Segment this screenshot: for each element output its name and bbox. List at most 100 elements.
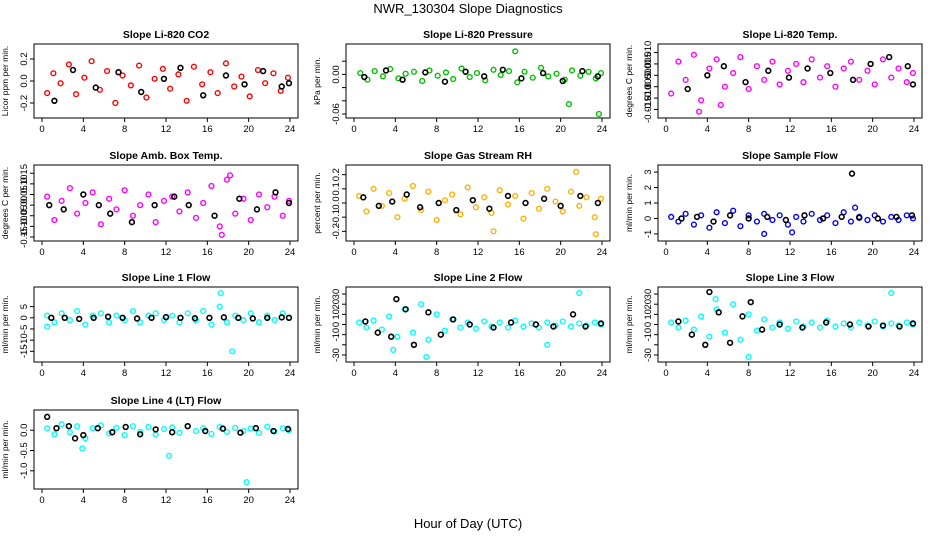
- data-point: [808, 319, 815, 326]
- data-point-black: [399, 76, 406, 83]
- data-point: [737, 336, 744, 343]
- data-point: [713, 56, 720, 63]
- data-point: [520, 323, 527, 330]
- x-tick-label: 20: [555, 247, 566, 258]
- data-point: [378, 202, 386, 209]
- data-point-black: [702, 341, 709, 349]
- x-tick-label: 16: [826, 124, 837, 135]
- data-point: [129, 308, 137, 315]
- data-point: [143, 94, 150, 101]
- data-point: [121, 187, 128, 194]
- data-point: [207, 69, 214, 76]
- data-point: [386, 189, 393, 197]
- data-point: [591, 319, 598, 326]
- data-point: [761, 76, 768, 83]
- data-point-black: [48, 314, 55, 321]
- data-point-black: [122, 423, 129, 431]
- data-point: [565, 100, 573, 108]
- data-point: [824, 63, 831, 70]
- data-point: [410, 68, 418, 75]
- data-point: [151, 75, 158, 82]
- y-tick-label: 30: [331, 289, 342, 300]
- data-point: [682, 210, 689, 217]
- data-point: [127, 82, 134, 89]
- data-point: [247, 216, 254, 224]
- data-point-black: [80, 431, 87, 439]
- data-point-black: [185, 201, 192, 209]
- y-tick-label: 0.05: [19, 185, 30, 204]
- data-point-black: [162, 313, 170, 321]
- data-point: [97, 310, 105, 317]
- data-point: [840, 65, 847, 72]
- data-point: [434, 72, 441, 79]
- y-tick-label: -15: [19, 344, 30, 358]
- y-tick-label: 5: [19, 304, 30, 309]
- data-point: [152, 310, 159, 317]
- data-point: [74, 210, 81, 217]
- data-point: [490, 228, 497, 235]
- data-point: [753, 327, 761, 334]
- data-point: [512, 48, 519, 55]
- data-point-black: [177, 64, 184, 72]
- data-point-black: [264, 314, 271, 321]
- x-tick-label: 4: [81, 495, 86, 506]
- data-point-black: [272, 189, 279, 196]
- data-point: [800, 218, 807, 225]
- data-point-black: [115, 68, 122, 76]
- data-point-black: [490, 324, 497, 331]
- x-tick-label: 4: [705, 247, 710, 258]
- y-axis-label: Licor ppm per min.: [0, 46, 10, 116]
- data-point: [82, 199, 89, 207]
- x-tick-label: 4: [393, 124, 398, 135]
- data-point: [58, 421, 65, 428]
- data-point: [379, 73, 387, 80]
- data-point: [753, 218, 761, 225]
- data-point: [243, 479, 250, 486]
- data-point: [745, 212, 752, 219]
- x-tick-label: 16: [826, 368, 837, 379]
- data-point-black: [739, 313, 746, 320]
- data-point: [113, 424, 120, 431]
- data-point-black: [885, 53, 893, 61]
- data-point-black: [43, 413, 51, 421]
- data-point-black: [466, 321, 473, 328]
- x-tick-label: 20: [867, 368, 878, 379]
- data-point-black: [104, 313, 112, 320]
- data-point: [528, 189, 535, 197]
- data-point: [88, 58, 95, 65]
- data-point: [537, 64, 545, 71]
- data-point: [264, 312, 271, 319]
- y-tick-label: -1: [643, 230, 654, 238]
- data-point-black: [361, 73, 368, 81]
- data-point-black: [688, 331, 696, 338]
- data-point: [776, 212, 783, 219]
- x-tick-label: 8: [122, 368, 127, 379]
- data-point: [793, 213, 800, 221]
- data-point: [903, 319, 910, 326]
- y-tick-label: -10: [19, 333, 30, 347]
- data-point-black: [278, 314, 285, 321]
- y-tick-label: -10: [331, 328, 342, 342]
- x-tick-label: 24: [285, 495, 296, 506]
- data-point: [472, 325, 480, 332]
- data-point: [217, 290, 224, 297]
- data-point-black: [577, 192, 584, 200]
- data-point-black: [846, 321, 854, 328]
- data-point-black: [827, 69, 834, 77]
- y-tick-label: 0.010: [643, 41, 654, 65]
- data-point-black: [285, 79, 293, 87]
- x-tick-label: 8: [122, 124, 127, 135]
- data-point-black: [469, 196, 477, 204]
- data-point-black: [148, 314, 155, 321]
- data-point: [175, 71, 182, 78]
- data-point: [793, 318, 800, 325]
- x-tick-label: 8: [434, 124, 439, 135]
- y-axis-label: ml/min per min.: [0, 295, 10, 353]
- x-tick-label: 16: [514, 124, 525, 135]
- data-point: [745, 353, 752, 361]
- data-point: [698, 97, 705, 104]
- plot-title: Slope Li-820 CO2: [123, 29, 210, 41]
- data-point: [226, 172, 234, 179]
- x-tick-label: 4: [81, 124, 86, 135]
